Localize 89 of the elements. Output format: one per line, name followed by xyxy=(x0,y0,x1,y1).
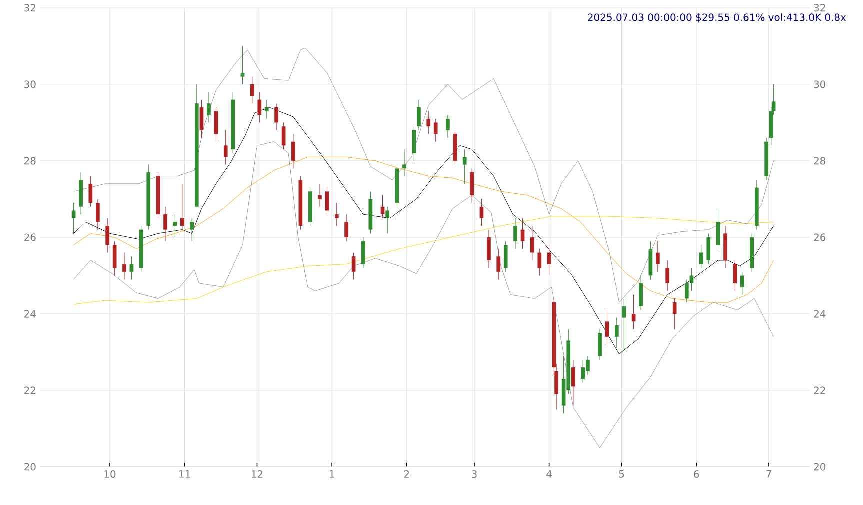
candlestick xyxy=(514,218,518,250)
candlestick xyxy=(292,134,296,169)
candlestick xyxy=(672,298,677,330)
candlestick xyxy=(426,111,431,134)
x-tick-label: 6 xyxy=(694,470,700,478)
y-tick-label: 32 xyxy=(24,4,36,12)
candlestick xyxy=(402,149,406,177)
line-series xyxy=(74,48,774,303)
y-tick-label: 20 xyxy=(24,463,36,471)
candlestick xyxy=(690,268,694,292)
candlestick xyxy=(112,241,117,276)
candlestick xyxy=(446,114,450,138)
candlestick xyxy=(434,118,438,142)
text: 2025.07.03 00:00:00 $29.55 0.61% vol:413.0K 0.8x xyxy=(588,14,846,23)
candlestick xyxy=(240,46,245,85)
candlestick xyxy=(72,202,76,234)
y2-tick-label: 32 xyxy=(814,4,826,12)
candlestick xyxy=(318,184,322,208)
y2-tick-label: 22 xyxy=(814,386,826,394)
candlestick xyxy=(173,214,178,238)
candlestick xyxy=(684,279,689,303)
candlestick xyxy=(656,241,660,272)
line-series xyxy=(74,156,774,303)
y-tick-label: 28 xyxy=(24,157,36,165)
candlestick xyxy=(487,230,491,268)
candlestick xyxy=(88,176,93,208)
candlestick xyxy=(598,329,602,360)
candlestick xyxy=(733,260,738,292)
candlestick xyxy=(264,100,269,120)
candlestick xyxy=(480,198,484,226)
line-series xyxy=(74,142,774,448)
x-tick-label: 11 xyxy=(180,470,190,478)
candlestick xyxy=(224,130,228,166)
y-tick-label: 24 xyxy=(24,310,36,318)
candlestick xyxy=(699,244,704,268)
candlestick xyxy=(200,100,204,138)
candlestick xyxy=(496,248,501,280)
candlestick xyxy=(504,241,508,272)
candlestick xyxy=(412,126,416,162)
candlestick xyxy=(706,233,711,265)
candlestick xyxy=(572,360,576,406)
candlestick xyxy=(520,218,525,250)
x-tick-label: 7 xyxy=(766,470,772,478)
candlestick xyxy=(740,272,744,296)
y2-tick-label: 24 xyxy=(814,310,826,318)
candlestick xyxy=(96,198,100,230)
line-series xyxy=(74,107,774,354)
candlestick xyxy=(274,103,278,131)
candlestick xyxy=(547,244,552,276)
x-tick-label: 4 xyxy=(546,470,552,478)
candlestick xyxy=(716,210,720,250)
candlestick xyxy=(417,100,421,131)
candlestick xyxy=(164,206,168,242)
candlestick xyxy=(462,149,467,184)
candlestick xyxy=(530,226,534,261)
candlestick xyxy=(334,202,339,226)
candlestick xyxy=(605,310,610,345)
x-tick-label: 5 xyxy=(619,470,624,478)
candlestick xyxy=(180,184,184,230)
candlestick xyxy=(207,92,211,123)
x-tick-label: 1 xyxy=(330,470,334,478)
candlestick xyxy=(122,252,126,280)
candlestick xyxy=(362,237,366,268)
candlestick xyxy=(622,298,626,352)
y2-tick-label: 28 xyxy=(814,157,826,165)
y-tick-label: 26 xyxy=(24,234,36,242)
y2-tick-label: 30 xyxy=(814,80,826,88)
y-tick-label: 22 xyxy=(24,386,36,394)
y-tick-label: 30 xyxy=(24,80,36,88)
x-tick-label: 2 xyxy=(404,470,410,478)
candlestick xyxy=(639,275,643,310)
x-tick-label: 12 xyxy=(252,470,263,478)
x-tick-label: 10 xyxy=(104,470,116,478)
y2-tick-label: 20 xyxy=(814,463,826,471)
candlestick xyxy=(282,122,286,150)
candlestick xyxy=(470,168,474,204)
candlestick xyxy=(250,76,254,104)
candlestick xyxy=(106,218,110,254)
candlestick xyxy=(344,214,348,242)
candlestick xyxy=(386,206,390,234)
candlestick xyxy=(325,188,330,215)
y2-tick-label: 26 xyxy=(814,234,826,242)
candlestick xyxy=(614,318,619,349)
x-tick-label: 3 xyxy=(472,470,477,478)
candlestick xyxy=(352,252,356,280)
candlestick xyxy=(666,260,670,292)
candlestick xyxy=(190,218,194,242)
candlestick xyxy=(258,92,262,123)
candlestick xyxy=(538,248,542,276)
